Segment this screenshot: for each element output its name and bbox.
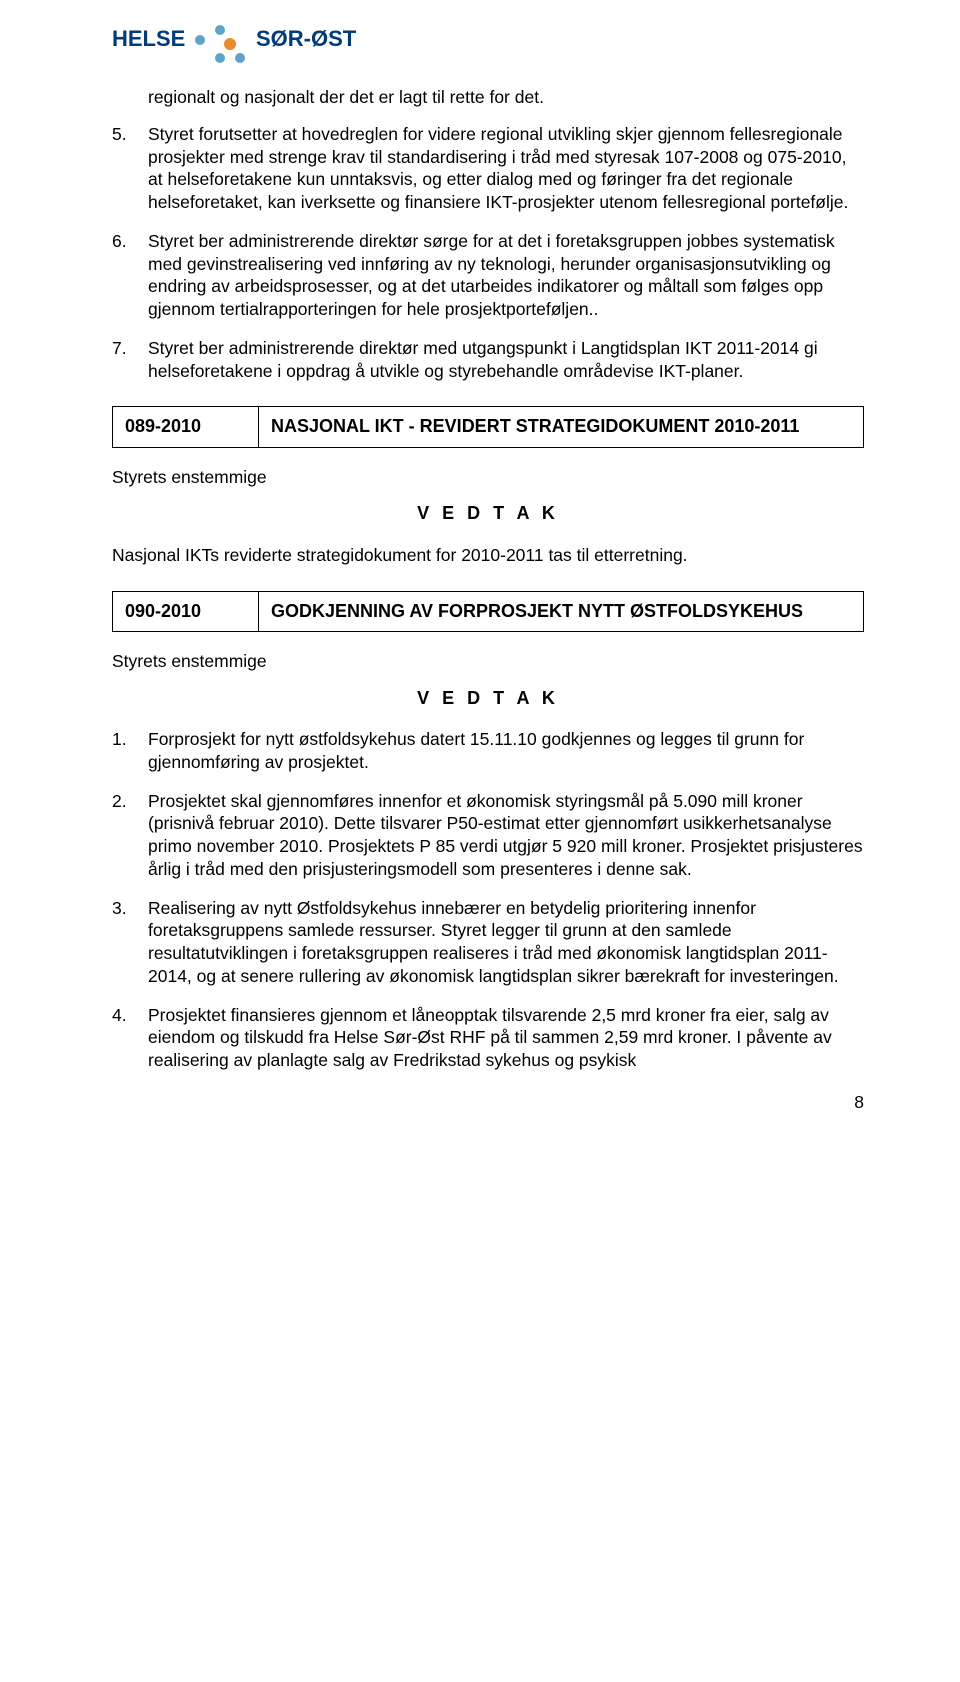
page-number: 8 bbox=[854, 1091, 864, 1114]
intro-paragraph: regionalt og nasjonalt der det er lagt t… bbox=[148, 86, 864, 109]
list-item: 7. Styret ber administrerende direktør me… bbox=[112, 337, 864, 383]
list-text: Styret ber administrerende direktør sørg… bbox=[148, 231, 835, 319]
list-text: Styret forutsetter at hovedreglen for vi… bbox=[148, 124, 848, 212]
case-090-title: GODKJENNING AV FORPROSJEKT NYTT ØSTFOLDS… bbox=[259, 592, 863, 631]
case-090-vedtak: V E D T A K bbox=[112, 687, 864, 710]
case-090-row: 090-2010 GODKJENNING AV FORPROSJEKT NYTT… bbox=[112, 591, 864, 632]
case-090-unanimous: Styrets enstemmige bbox=[112, 650, 864, 673]
list-num: 3. bbox=[112, 897, 127, 920]
list-item: 5. Styret forutsetter at hovedreglen for … bbox=[112, 123, 864, 214]
case-089-vedtak: V E D T A K bbox=[112, 502, 864, 525]
case-089-number: 089-2010 bbox=[113, 407, 259, 446]
list-num: 7. bbox=[112, 337, 127, 360]
list-num: 5. bbox=[112, 123, 127, 146]
case-090-number: 090-2010 bbox=[113, 592, 259, 631]
list-item: 4. Prosjektet finansieres gjennom et låne… bbox=[112, 1004, 864, 1072]
list-text: Realisering av nytt Østfoldsykehus inneb… bbox=[148, 898, 839, 986]
case-089-row: 089-2010 NASJONAL IKT - REVIDERT STRATEG… bbox=[112, 406, 864, 447]
list-item: 2. Prosjektet skal gjennomføres innenfor … bbox=[112, 790, 864, 881]
case-089-title: NASJONAL IKT - REVIDERT STRATEGIDOKUMENT… bbox=[259, 407, 863, 446]
list-num: 1. bbox=[112, 728, 127, 751]
list-item: 6. Styret ber administrerende direktør sø… bbox=[112, 230, 864, 321]
case-089-paragraph: Nasjonal IKTs reviderte strategidokument… bbox=[112, 544, 864, 567]
list-item: 1. Forprosjekt for nytt østfoldsykehus da… bbox=[112, 728, 864, 774]
list-text: Forprosjekt for nytt østfoldsykehus date… bbox=[148, 729, 804, 772]
logo: HELSE SØR-ØST bbox=[112, 22, 864, 68]
list-text: Prosjektet finansieres gjennom et låneop… bbox=[148, 1005, 832, 1071]
list-text: Prosjektet skal gjennomføres innenfor et… bbox=[148, 791, 863, 879]
list-num: 2. bbox=[112, 790, 127, 813]
numbered-list-2: 1. Forprosjekt for nytt østfoldsykehus da… bbox=[112, 728, 864, 1072]
list-num: 6. bbox=[112, 230, 127, 253]
logo-text-helse: HELSE bbox=[112, 26, 185, 51]
logo-text-sorost: SØR-ØST bbox=[256, 26, 357, 51]
case-089-unanimous: Styrets enstemmige bbox=[112, 466, 864, 489]
list-text: Styret ber administrerende direktør med … bbox=[148, 338, 818, 381]
list-num: 4. bbox=[112, 1004, 127, 1027]
list-item: 3. Realisering av nytt Østfoldsykehus inn… bbox=[112, 897, 864, 988]
numbered-list-1: 5. Styret forutsetter at hovedreglen for … bbox=[112, 123, 864, 383]
